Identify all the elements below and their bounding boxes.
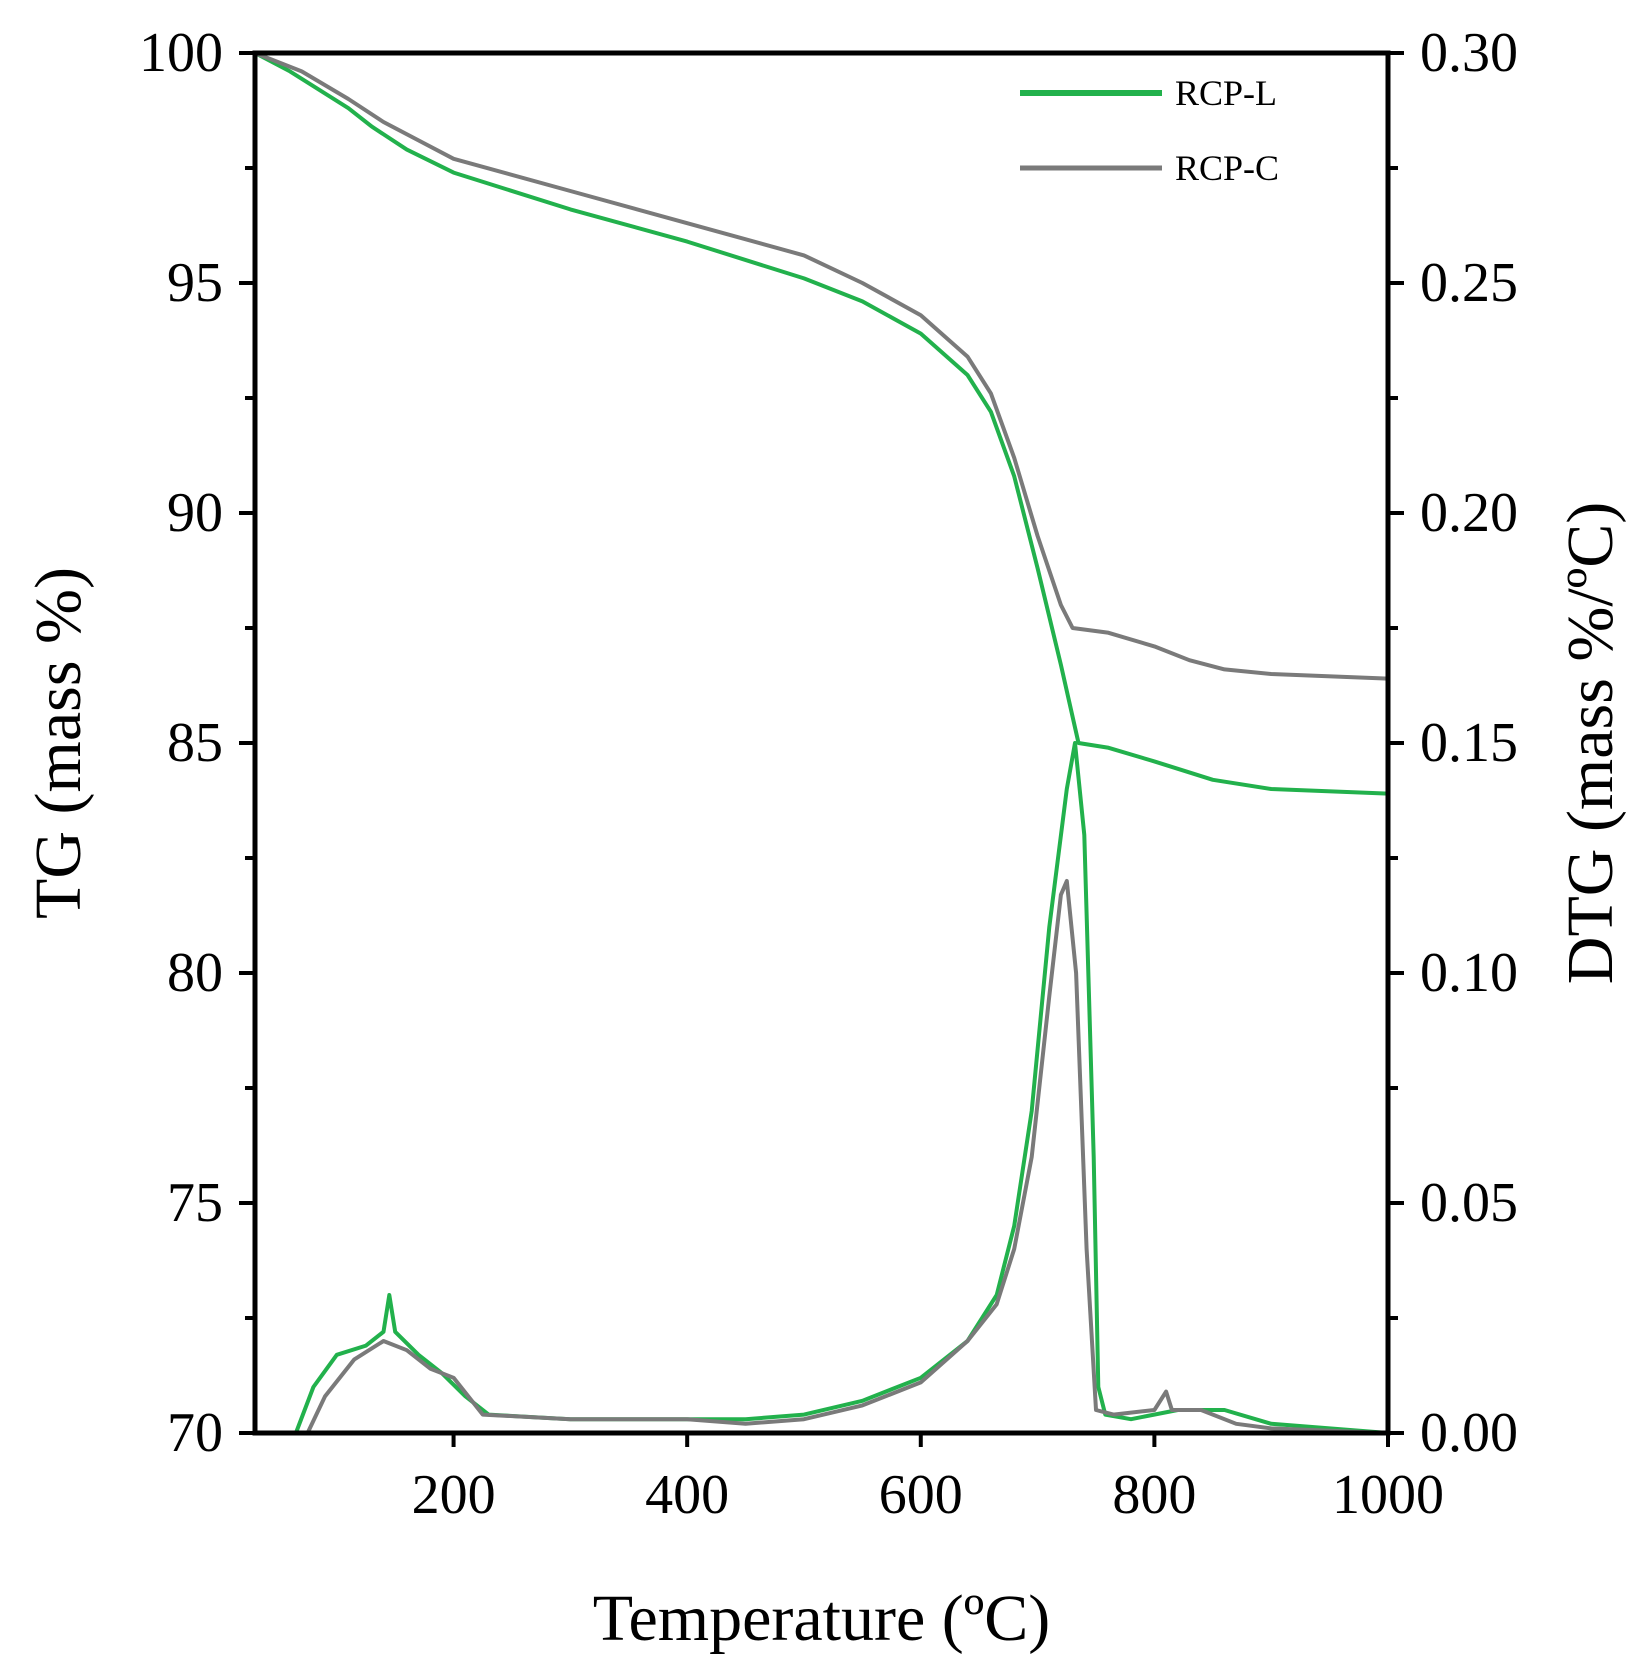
series-rcp-c-dtg-line xyxy=(305,879,1390,1435)
y-right-tick-label: 0.10 xyxy=(1420,942,1518,1004)
y-left-tick-label: 90 xyxy=(167,482,223,544)
y-right-tick-label: 0.05 xyxy=(1420,1172,1518,1234)
legend-label-rcp-l: RCP-L xyxy=(1175,73,1277,113)
x-tick-label: 200 xyxy=(412,1464,496,1526)
y-left-tick-label: 80 xyxy=(167,942,223,1004)
y-right-tick-label: 0.15 xyxy=(1420,712,1518,774)
y-left-axis-title: TG (mass %) xyxy=(22,567,95,919)
x-tick-label: 600 xyxy=(879,1464,963,1526)
y-right-axis-title: DTG (mass %/ºC) xyxy=(1554,502,1627,984)
x-axis-title: Temperature (ºC) xyxy=(593,1582,1050,1655)
plot-frame xyxy=(252,50,1391,1436)
y-left-tick-label: 100 xyxy=(139,22,223,84)
ticks-layer xyxy=(239,51,1404,1447)
legend: RCP-L RCP-C xyxy=(1020,73,1279,188)
labels-layer: 200 400 600 800 1000 70 75 80 85 90 95 100 0.00 0.05 0… xyxy=(139,22,1518,1526)
legend-label-rcp-c: RCP-C xyxy=(1175,148,1279,188)
x-tick-label: 1000 xyxy=(1332,1464,1444,1526)
y-left-tick-label: 70 xyxy=(167,1402,223,1464)
y-right-tick-label: 0.30 xyxy=(1420,22,1518,84)
series-layer xyxy=(253,51,1390,1435)
series-rcp-l-tg-line xyxy=(253,51,1390,796)
x-tick-label: 400 xyxy=(645,1464,729,1526)
y-left-tick-label: 95 xyxy=(167,252,223,314)
y-left-tick-label: 75 xyxy=(167,1172,223,1234)
series-rcp-l-dtg-line xyxy=(293,741,1390,1435)
x-tick-label: 800 xyxy=(1112,1464,1196,1526)
y-right-tick-label: 0.20 xyxy=(1420,482,1518,544)
y-right-tick-label: 0.00 xyxy=(1420,1402,1518,1464)
series-rcp-c-tg-line xyxy=(253,51,1390,681)
y-left-tick-label: 85 xyxy=(167,712,223,774)
y-right-tick-label: 0.25 xyxy=(1420,252,1518,314)
